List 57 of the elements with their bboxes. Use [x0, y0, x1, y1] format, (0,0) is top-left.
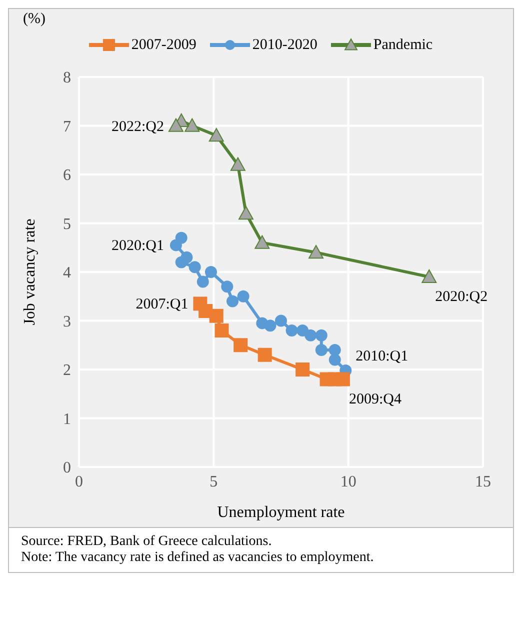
- annotation: 2007:Q1: [136, 296, 188, 313]
- x-tick-label: 0: [75, 473, 83, 490]
- annotation: 2020:Q1: [111, 238, 164, 254]
- point: [254, 235, 270, 249]
- point: [214, 324, 229, 338]
- annotation: 2010:Q1: [356, 348, 408, 364]
- point: [336, 372, 350, 386]
- legend-label: 2010-2020: [251, 36, 318, 54]
- point: [184, 118, 200, 132]
- point: [275, 314, 287, 327]
- y-tick-label: 4: [63, 264, 71, 282]
- y-tick-label: 7: [63, 118, 71, 136]
- point: [221, 280, 234, 293]
- point: [209, 308, 224, 323]
- y-tick-label: 1: [63, 410, 71, 428]
- point: [196, 276, 209, 288]
- annotation: 2022:Q2: [111, 118, 164, 135]
- y-tick-label: 3: [63, 313, 71, 330]
- point: [237, 290, 250, 302]
- y-tick-label: 8: [63, 70, 71, 87]
- y-tick-label: 5: [63, 216, 71, 233]
- y-axis-title: Job vacancy rate: [22, 218, 39, 326]
- point: [208, 128, 224, 142]
- point: [180, 251, 193, 264]
- point: [328, 344, 341, 356]
- x-axis-title: Unemployment rate: [217, 504, 345, 521]
- point: [226, 295, 239, 308]
- text: Note: The vacancy rate is defined as vacancies to employment.: [21, 550, 375, 566]
- point: [234, 338, 248, 352]
- point: [230, 157, 246, 171]
- point: [188, 261, 201, 274]
- point: [315, 329, 328, 342]
- legend-label: 2007-2009: [130, 36, 196, 54]
- y-tick-label: 6: [63, 167, 71, 184]
- y-tick-label: 0: [63, 460, 71, 477]
- point: [175, 232, 188, 244]
- point: [204, 266, 217, 278]
- annotation: 2009:Q4: [348, 391, 402, 408]
- x-tick-label: 5: [210, 473, 218, 490]
- y-tick-label: 2: [63, 362, 71, 380]
- point: [258, 348, 272, 362]
- point: [296, 362, 310, 376]
- point: [238, 206, 254, 220]
- annotation: 2020:Q2: [435, 288, 488, 305]
- source-note: Source: FRED, Bank of Greece calculations.: [21, 534, 273, 550]
- point: [168, 118, 184, 132]
- point: [286, 324, 298, 336]
- point: [308, 245, 324, 259]
- point: [328, 354, 341, 366]
- x-tick-label: 15: [475, 473, 491, 490]
- x-tick-label: 10: [340, 473, 356, 490]
- point: [256, 317, 268, 330]
- point: [422, 269, 437, 283]
- point: [315, 344, 328, 356]
- legend-label: Pandemic: [372, 36, 433, 54]
- point: [296, 324, 309, 336]
- text: (%): [22, 10, 46, 29]
